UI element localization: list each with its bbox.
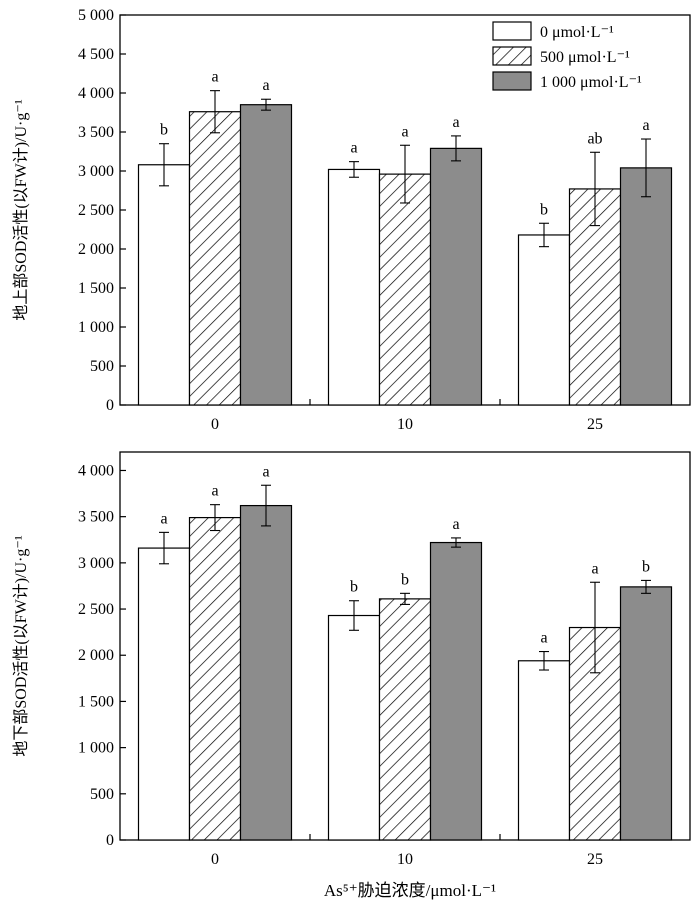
- significance-letter: b: [160, 122, 168, 139]
- y-axis-label: 地上部SOD活性(以FW计)/U·g⁻¹: [12, 99, 30, 320]
- bar: [378, 173, 432, 406]
- significance-letter: a: [262, 463, 269, 480]
- significance-letter: ab: [587, 130, 602, 147]
- x-tick-label: 10: [397, 851, 413, 868]
- x-tick-label: 25: [587, 416, 603, 433]
- significance-letter: a: [160, 510, 167, 527]
- y-tick-label: 3 000: [78, 555, 114, 572]
- significance-letter: b: [350, 579, 358, 596]
- legend-swatch: [492, 71, 532, 91]
- significance-letter: a: [350, 140, 357, 157]
- legend-swatch: [492, 21, 532, 41]
- y-tick-label: 2 500: [78, 202, 114, 219]
- y-tick-label: 3 500: [78, 509, 114, 526]
- legend-label: 1 000 μmol·L⁻¹: [540, 74, 642, 91]
- significance-letter: a: [452, 114, 459, 131]
- significance-letter: a: [262, 77, 269, 94]
- x-tick-label: 0: [211, 851, 219, 868]
- y-tick-label: 5 000: [78, 7, 114, 24]
- significance-letter: b: [540, 201, 548, 218]
- x-tick-label: 0: [211, 416, 219, 433]
- x-tick-label: 25: [587, 851, 603, 868]
- y-tick-label: 1 500: [78, 280, 114, 297]
- y-tick-label: 0: [106, 397, 114, 414]
- legend: 0 μmol·L⁻¹ 500 μmol·L⁻¹ 1 000 μmol·L⁻¹: [492, 21, 642, 91]
- bar: [619, 586, 673, 841]
- y-tick-label: 1 000: [78, 319, 114, 336]
- y-axis-label: 地下部SOD活性(以FW计)/U·g⁻¹: [12, 535, 30, 756]
- bar: [517, 660, 571, 841]
- significance-letter: a: [642, 117, 649, 134]
- x-tick-label: 10: [397, 416, 413, 433]
- y-tick-label: 2 000: [78, 647, 114, 664]
- bar: [188, 111, 242, 406]
- y-tick-label: 4 500: [78, 46, 114, 63]
- significance-letter: b: [401, 571, 409, 588]
- y-tick-label: 500: [90, 786, 114, 803]
- y-tick-label: 500: [90, 358, 114, 375]
- panel-bottom: 0 500 1 000 1 500 2 000 2 500 3 000 3 500 4 000 0…: [12, 451, 691, 868]
- bar: [137, 547, 191, 841]
- bar: [378, 598, 432, 841]
- significance-letter: a: [211, 483, 218, 500]
- bar: [327, 168, 381, 406]
- bar: [619, 167, 673, 406]
- x-axis-label: As⁵⁺胁迫浓度/μmol·L⁻¹: [324, 881, 496, 900]
- bar: [239, 504, 293, 841]
- y-tick-label: 0: [106, 832, 114, 849]
- y-tick-label: 4 000: [78, 85, 114, 102]
- legend-label: 0 μmol·L⁻¹: [540, 24, 614, 41]
- legend-label: 500 μmol·L⁻¹: [540, 49, 630, 66]
- y-tick-label: 3 500: [78, 124, 114, 141]
- significance-letter: a: [540, 630, 547, 647]
- significance-letter: a: [591, 560, 598, 577]
- significance-letter: b: [642, 558, 650, 575]
- bar: [429, 147, 483, 406]
- significance-letter: a: [452, 516, 459, 533]
- bar: [188, 516, 242, 841]
- panel-top: 0 500 1 000 1 500 2 000 2 500 3 000 3 500 4 000 4…: [12, 7, 691, 433]
- bar: [239, 104, 293, 406]
- bar: [517, 234, 571, 406]
- y-tick-label: 4 000: [78, 462, 114, 479]
- bar: [327, 614, 381, 841]
- y-tick-label: 2 500: [78, 601, 114, 618]
- y-tick-label: 2 000: [78, 241, 114, 258]
- significance-letter: a: [401, 123, 408, 140]
- bar: [137, 164, 191, 406]
- y-tick-label: 1 000: [78, 740, 114, 757]
- bar: [429, 541, 483, 841]
- y-tick-label: 1 500: [78, 693, 114, 710]
- y-tick-label: 3 000: [78, 163, 114, 180]
- significance-letter: a: [211, 69, 218, 86]
- legend-swatch: [492, 46, 532, 66]
